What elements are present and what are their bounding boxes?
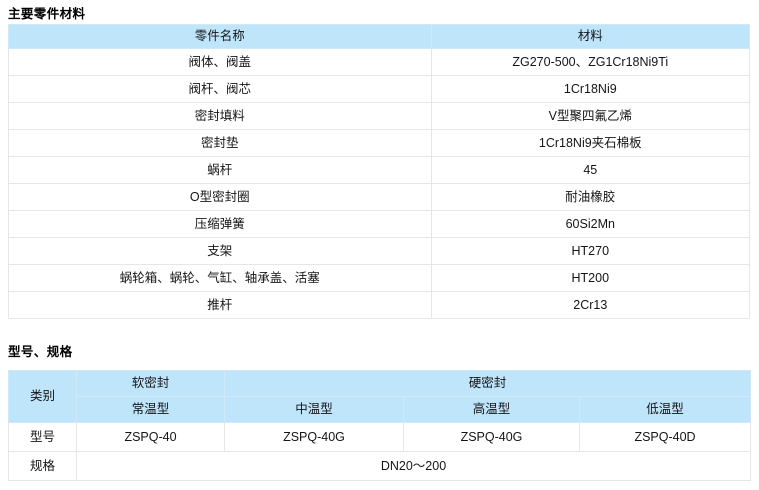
section-heading-materials: 主要零件材料 [8,7,86,21]
cell-material: 60Si2Mn [430,210,751,238]
cell-material: 耐油橡胶 [430,183,751,211]
table-row-model: 型号 ZSPQ-40 ZSPQ-40G ZSPQ-40G ZSPQ-40D [8,422,752,452]
column-header-part-name: 零件名称 [8,24,432,49]
cell-part-name: 推杆 [8,291,432,319]
cell-part-name: 密封填料 [8,102,432,130]
table-row: 密封填料 V型聚四氟乙烯 [8,102,751,130]
table-row: 蜗杆 45 [8,156,751,184]
table-row: 推杆 2Cr13 [8,291,751,319]
cell-part-name: 支架 [8,237,432,265]
row-header-model: 型号 [8,422,77,452]
cell-material: ZG270-500、ZG1Cr18Ni9Ti [430,48,751,76]
cell-part-name: 密封垫 [8,129,432,157]
column-header-high-temp-type: 高温型 [403,396,580,423]
table-row: 压缩弹簧 60Si2Mn [8,210,751,238]
table-row: 阀杆、阀芯 1Cr18Ni9 [8,75,751,103]
models-table: 类别 软密封 硬密封 常温型 中温型 高温型 低温型 型号 ZSPQ-40 ZS… [8,370,752,481]
cell-part-name: 阀体、阀盖 [8,48,432,76]
table-header-row-subtypes: 常温型 中温型 高温型 低温型 [9,396,752,423]
materials-table-head: 零件名称 材料 [8,24,751,49]
cell-part-name: O型密封圈 [8,183,432,211]
table-row: O型密封圈 耐油橡胶 [8,183,751,211]
cell-part-name: 阀杆、阀芯 [8,75,432,103]
materials-table: 零件名称 材料 阀体、阀盖 ZG270-500、ZG1Cr18Ni9Ti 阀杆、… [8,24,751,319]
materials-table-body: 阀体、阀盖 ZG270-500、ZG1Cr18Ni9Ti 阀杆、阀芯 1Cr18… [8,48,751,319]
models-table-head: 类别 软密封 硬密封 常温型 中温型 高温型 低温型 [8,370,752,423]
table-row: 蜗轮箱、蜗轮、气缸、轴承盖、活塞 HT200 [8,264,751,292]
cell-part-name: 蜗轮箱、蜗轮、气缸、轴承盖、活塞 [8,264,432,292]
column-header-low-temp-type: 低温型 [578,396,752,423]
table-row: 支架 HT270 [8,237,751,265]
column-header-ambient-type: 常温型 [76,396,225,423]
group-header-soft-seal: 软密封 [76,370,225,397]
cell-material: V型聚四氟乙烯 [430,102,751,130]
cell-model-ambient: ZSPQ-40 [76,422,225,452]
cell-material: 1Cr18Ni9 [430,75,751,103]
cell-material: HT200 [430,264,751,292]
section-heading-models: 型号、规格 [8,345,73,359]
column-header-category: 类别 [8,370,77,423]
cell-model-high-temp: ZSPQ-40G [403,422,580,452]
cell-material: 2Cr13 [430,291,751,319]
column-header-medium-temp-type: 中温型 [224,396,404,423]
cell-material: 1Cr18Ni9夹石棉板 [430,129,751,157]
group-header-hard-seal: 硬密封 [223,370,752,397]
cell-part-name: 蜗杆 [8,156,432,184]
cell-model-low-temp: ZSPQ-40D [578,422,752,452]
row-header-spec: 规格 [8,451,77,481]
table-row: 阀体、阀盖 ZG270-500、ZG1Cr18Ni9Ti [8,48,751,76]
cell-part-name: 压缩弹簧 [8,210,432,238]
cell-model-medium-temp: ZSPQ-40G [224,422,404,452]
cell-spec-range: DN20～200 [75,451,752,481]
table-header-row: 零件名称 材料 [8,24,751,49]
cell-material: 45 [430,156,751,184]
table-row: 密封垫 1Cr18Ni9夹石棉板 [8,129,751,157]
table-row-spec: 规格 DN20～200 [8,451,752,481]
column-header-material: 材料 [430,24,751,49]
models-table-body: 型号 ZSPQ-40 ZSPQ-40G ZSPQ-40G ZSPQ-40D 规格… [8,422,752,481]
cell-material: HT270 [430,237,751,265]
table-header-row-groups: 类别 软密封 硬密封 [8,370,752,423]
